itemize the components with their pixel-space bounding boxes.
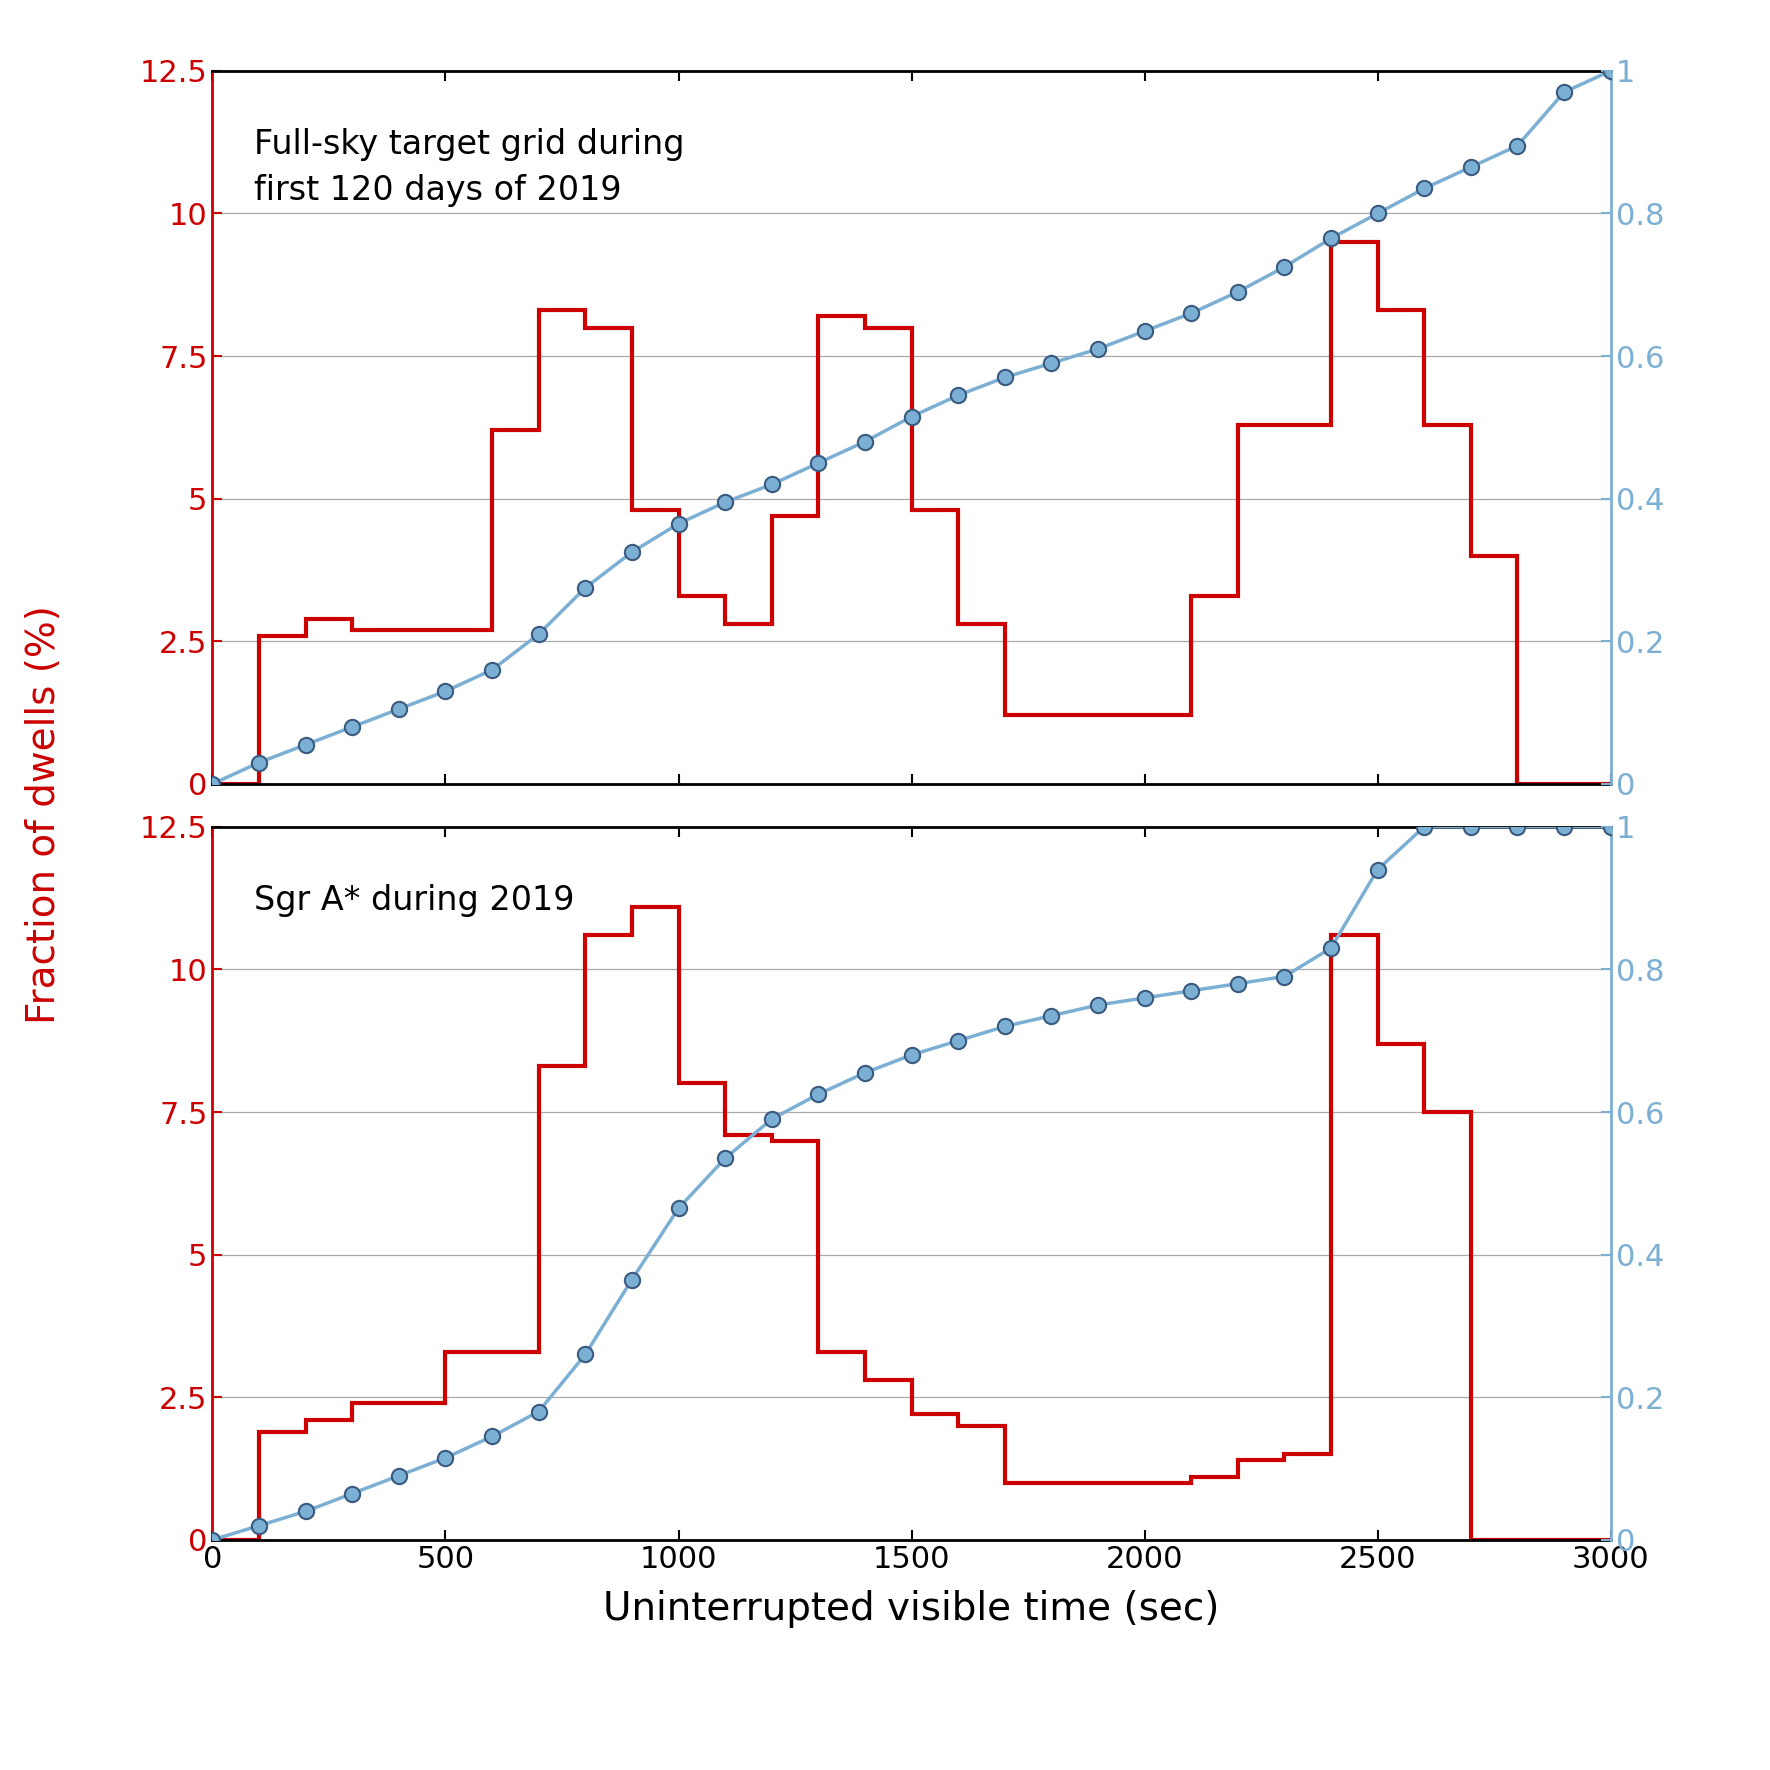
X-axis label: Uninterrupted visible time (sec): Uninterrupted visible time (sec) xyxy=(604,1591,1220,1628)
Text: Full-sky target grid during
first 120 days of 2019: Full-sky target grid during first 120 da… xyxy=(255,127,685,207)
Text: Sgr A* during 2019: Sgr A* during 2019 xyxy=(255,883,575,917)
Text: Fraction of dwells (%): Fraction of dwells (%) xyxy=(25,605,64,1023)
